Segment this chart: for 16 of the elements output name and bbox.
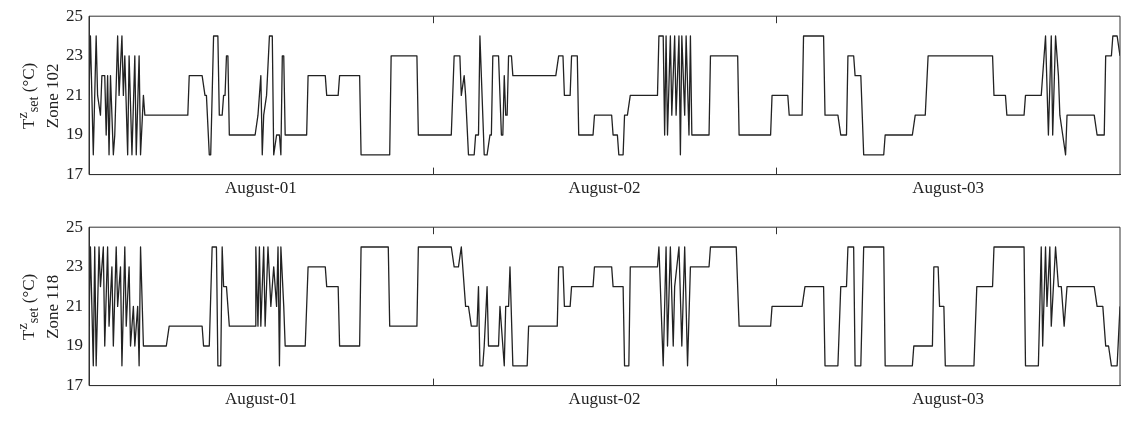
- x-tick-label: August-01: [224, 178, 297, 198]
- y-tick-label: 21: [66, 295, 83, 315]
- y-tick-label: 23: [66, 45, 83, 65]
- y-tick-label: 17: [66, 375, 84, 395]
- y-tick-label: 25: [66, 216, 83, 236]
- y-tick-label: 21: [66, 84, 83, 104]
- y-tick-label: 19: [66, 124, 83, 144]
- x-tick-label: August-02: [568, 389, 641, 409]
- y-tick-label: 17: [66, 164, 84, 184]
- x-tick-label: August-03: [912, 389, 985, 409]
- x-tick-label: August-02: [568, 178, 641, 198]
- x-tick-label: August-03: [912, 178, 985, 198]
- x-tick-label: August-01: [224, 389, 297, 409]
- y-tick-label: 23: [66, 256, 83, 276]
- y-tick-label: 19: [66, 335, 83, 355]
- y-tick-label: 25: [66, 5, 83, 25]
